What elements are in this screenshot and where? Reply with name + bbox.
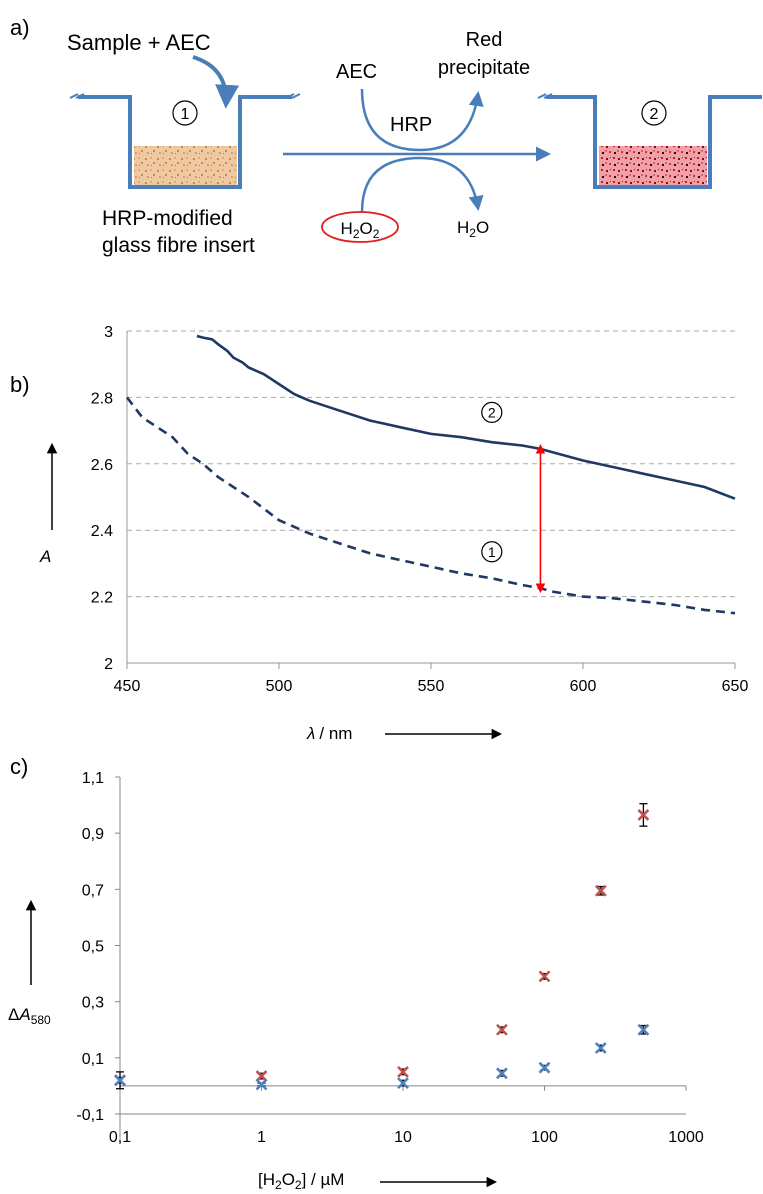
spectra-y-ticks: 2 2.2 2.4 2.6 2.8 3 <box>91 324 113 673</box>
h2o2-ring <box>321 211 399 243</box>
spectrum-curve-1 <box>125 396 736 615</box>
y-tick-label: -0,1 <box>76 1107 104 1124</box>
data-point-series-2 <box>255 1078 268 1091</box>
data-point-series-1 <box>538 970 551 983</box>
water-label: H2O <box>457 218 489 240</box>
spectra-x-ticks: 450 500 550 600 650 <box>114 663 749 695</box>
product-label-line2: precipitate <box>438 57 530 79</box>
spectrum-curve-2 <box>196 334 736 500</box>
y-tick-label: 2.4 <box>91 523 113 540</box>
calib-xlabel: [H2O2] / µM <box>258 1170 344 1192</box>
y-tick-label: 2.6 <box>91 457 113 474</box>
enzyme-label: HRP <box>390 114 432 136</box>
y-tick-label: 2 <box>104 656 113 673</box>
x-tick-label: 600 <box>570 678 597 695</box>
spectra-xlabel: λ / nm <box>306 724 352 743</box>
y-tick-label: 0,1 <box>82 1051 104 1068</box>
well-2: 2 <box>537 93 762 189</box>
data-point-series-2 <box>538 1061 551 1074</box>
x-tick-label: 1 <box>257 1129 266 1146</box>
spectra-panel: b) 22.22.42.62.83 450 500 550 600 650 21 A λ… <box>10 324 748 743</box>
data-point-series-1 <box>594 884 607 897</box>
panel-label-b: b) <box>10 372 30 397</box>
curve-marker-label: 1 <box>488 544 496 560</box>
y-tick-label: 2.8 <box>91 390 113 407</box>
curve-marker-circle <box>481 401 503 423</box>
glass-fibre-insert-2 <box>599 146 707 185</box>
insert-label-line1: HRP-modified <box>102 207 233 230</box>
y-tick-label: 0,7 <box>82 882 104 899</box>
scheme-panel: a) 1 Sample + AEC HRP-modified glass fib… <box>10 15 762 257</box>
well-1: 1 <box>69 93 301 189</box>
spectra-annotations: 21 <box>481 401 546 594</box>
y-tick-label: 2.2 <box>91 590 113 607</box>
curve-marker-circle <box>481 541 503 563</box>
data-point-series-2 <box>594 1042 607 1054</box>
calib-y-ticks: -0,1 0,1 0,3 0,5 0,7 0,9 1,1 <box>76 770 120 1124</box>
panel-label-c: c) <box>10 754 28 779</box>
y-tick-label: 1,1 <box>82 770 104 787</box>
x-tick-label: 1000 <box>668 1129 704 1146</box>
data-point-series-2 <box>495 1067 508 1080</box>
sample-arrow <box>192 55 240 109</box>
data-point-series-1 <box>397 1065 409 1078</box>
calib-series <box>114 803 650 1091</box>
data-point-series-2 <box>397 1077 409 1090</box>
aec-to-precipitate-arc <box>360 88 484 152</box>
h2o2-label: H2O2 <box>341 219 380 241</box>
y-tick-label: 3 <box>104 324 113 341</box>
h2o2-to-water-arc <box>360 156 484 213</box>
data-point-series-1 <box>637 808 650 821</box>
x-tick-label: 100 <box>531 1129 558 1146</box>
x-tick-label: 10 <box>394 1129 412 1146</box>
y-tick-label: 0,3 <box>82 995 104 1012</box>
insert-label-line2: glass fibre insert <box>102 234 255 257</box>
data-point-series-2 <box>114 1074 126 1087</box>
x-tick-label: 650 <box>722 678 749 695</box>
spectra-series <box>125 334 736 615</box>
spectra-gridlines <box>127 330 735 598</box>
y-tick-label: 0,9 <box>82 826 104 843</box>
glass-fibre-insert-1 <box>134 146 237 185</box>
panel-label-a: a) <box>10 15 30 40</box>
aec-label: AEC <box>336 61 377 83</box>
data-point-series-1 <box>495 1023 508 1036</box>
curve-marker-label: 2 <box>488 404 496 420</box>
well1-marker: 1 <box>181 106 190 123</box>
x-tick-label: 450 <box>114 678 141 695</box>
spectra-ylabel: A <box>39 547 51 566</box>
calibration-panel: c) -0,10,10,30,50,70,91,1 0,1 1 10 100 1000 … <box>8 754 704 1192</box>
well2-marker: 2 <box>650 106 659 123</box>
x-tick-label: 550 <box>418 678 445 695</box>
calib-x-ticks: 0,1 1 10 100 1000 <box>109 1085 704 1146</box>
sample-label: Sample + AEC <box>67 30 211 55</box>
x-tick-label: 500 <box>266 678 293 695</box>
product-label-line1: Red <box>466 29 503 51</box>
y-tick-label: 0,5 <box>82 939 104 956</box>
data-point-series-2 <box>637 1023 650 1036</box>
calib-ylabel: ΔA580 <box>8 1005 51 1027</box>
x-tick-label: 0,1 <box>109 1129 131 1146</box>
